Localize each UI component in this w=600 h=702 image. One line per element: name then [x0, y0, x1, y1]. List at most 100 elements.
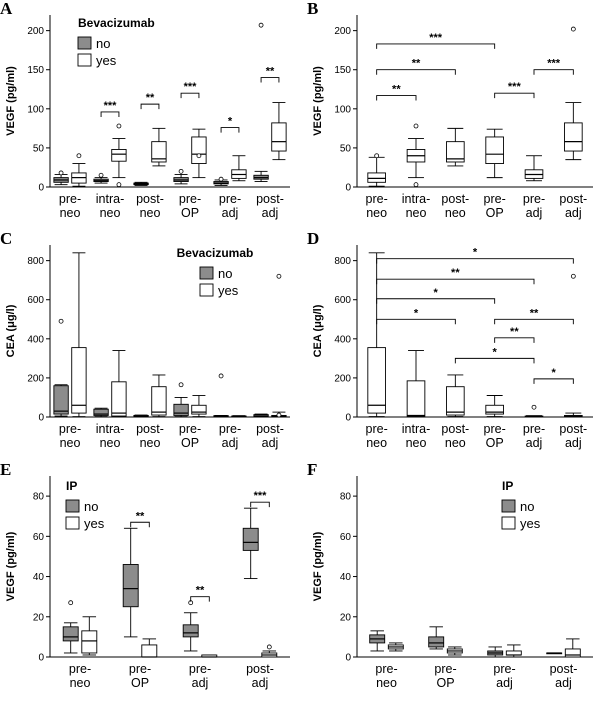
- panel-a-ytick-label: 0: [38, 183, 44, 194]
- panel-f-category-label-part: pre-: [375, 662, 397, 676]
- panel-d-category-label: pre-OP: [484, 422, 506, 450]
- panel-c-category-label: intra-neo: [96, 422, 124, 450]
- panel-a-sig-stars: ***: [184, 81, 198, 93]
- panel-a-category-label-part: pre-: [59, 192, 81, 206]
- panel-c-category-label: post-adj: [256, 422, 284, 450]
- panel-d-sig-stars: *: [493, 346, 498, 358]
- panel-b-sig-stars: **: [392, 84, 401, 96]
- panel-b-box: [564, 122, 583, 152]
- panel-c-category-label-part: neo: [100, 436, 121, 450]
- panel-a-category-label-part: intra-: [96, 192, 124, 206]
- panel-b-category-label: pre-neo: [366, 192, 388, 220]
- panel-a-sig-bracket: [140, 103, 160, 110]
- panel-f-box: [428, 636, 445, 648]
- panel-a-sig-stars: *: [228, 116, 233, 128]
- panel-a-ytick-label: 150: [27, 65, 44, 76]
- panel-c-category-label-part: neo: [140, 436, 161, 450]
- panel-b-category-label-part: pre-: [484, 192, 506, 206]
- panel-c-ytick-label: 400: [27, 334, 44, 345]
- panel-e-sig-bracket: [250, 501, 270, 508]
- panel-e-category-label-part: neo: [70, 676, 91, 690]
- panel-f-ytick-label: 20: [340, 612, 352, 623]
- panel-a-sig-bracket: [180, 92, 200, 99]
- panel-c-category-label-part: post-: [136, 422, 164, 436]
- panel-e-category-label-part: OP: [131, 676, 149, 690]
- panel-f-category-label: pre-neo: [375, 662, 397, 690]
- panel-d-box: [406, 380, 426, 417]
- panel-d-category-label-part: intra-: [402, 422, 430, 436]
- panel-f-ytick-label: 0: [345, 653, 351, 664]
- panel-f-y-axis-label: VEGF (pg/ml): [312, 531, 324, 601]
- panel-f-ytick-label: 60: [340, 532, 352, 543]
- panel-a-category-label-part: OP: [181, 206, 199, 220]
- panel-a-category-label-part: adj: [262, 206, 279, 220]
- panel-a-legend-swatch: [77, 36, 92, 50]
- panel-b-category-label-part: adj: [565, 206, 582, 220]
- panel-a-outlier: [98, 172, 104, 178]
- panel-d-category-label-part: neo: [406, 436, 427, 450]
- panel-b-sig-bracket: [376, 43, 496, 49]
- panel-b-category-label-part: post-: [559, 192, 587, 206]
- panel-b-sig-stars: **: [412, 58, 421, 70]
- panel-c-category-label: pre-neo: [59, 422, 81, 450]
- panel-e-box: [141, 644, 158, 658]
- panel-c-legend-title: Bevacizumab: [177, 246, 254, 260]
- panel-b-category-label-part: pre-: [366, 192, 388, 206]
- panel-d-outlier: [531, 404, 537, 410]
- panel-c-letter: C: [0, 229, 12, 248]
- panel-b-category-label-part: intra-: [402, 192, 430, 206]
- panel-f-box: [564, 648, 581, 658]
- panel-d-sig-stars: *: [414, 307, 419, 319]
- panel-b-outlier: [570, 26, 576, 32]
- panel-c-category-label: pre-adj: [219, 422, 241, 450]
- panel-f-box: [505, 650, 522, 656]
- panel-a-outlier: [116, 182, 122, 188]
- panel-b-box: [367, 172, 386, 183]
- panel-e-sig-stars: ***: [254, 490, 268, 502]
- panel-f-category-label-part: adj: [555, 676, 572, 690]
- panel-a-outlier: [178, 168, 184, 174]
- panel-e-ytick-label: 60: [33, 532, 45, 543]
- panel-d-category-label: intra-neo: [402, 422, 430, 450]
- panel-a-category-label-part: pre-: [219, 192, 241, 206]
- panel-f-legend-label: yes: [520, 516, 541, 531]
- panel-d-sig-stars: **: [451, 267, 460, 279]
- panel-f-category-label: post-adj: [550, 662, 578, 690]
- panel-d-sig-bracket: [376, 278, 535, 285]
- panel-e-category-label: pre-neo: [69, 662, 91, 690]
- panel-b-ytick-label: 150: [334, 65, 351, 76]
- panel-b-category-label: post-adj: [559, 192, 587, 220]
- panel-b-ytick-label: 100: [334, 104, 351, 115]
- panel-c-category-label-part: pre-: [219, 422, 241, 436]
- panel-d-category-label-part: adj: [526, 436, 543, 450]
- panel-f-category-label-part: post-: [550, 662, 578, 676]
- panel-b-sig-stars: ***: [508, 81, 522, 93]
- panel-d-category-label-part: neo: [445, 436, 466, 450]
- panel-b-sig-bracket: [533, 69, 574, 75]
- panel-a-legend-label: yes: [96, 53, 117, 68]
- panel-d-sig-bracket: [376, 298, 496, 304]
- panel-c-box: [151, 386, 167, 416]
- panel-b-sig-bracket: [494, 92, 535, 99]
- panel-d-sig-stars: *: [552, 367, 557, 379]
- panel-d-sig-bracket: [376, 318, 456, 325]
- panel-b-sig-stars: ***: [547, 58, 561, 70]
- panel-d-category-label-part: pre-: [366, 422, 388, 436]
- panel-b-ytick-label: 0: [345, 183, 351, 194]
- panel-e-legend-title: IP: [66, 479, 77, 493]
- panel-b-category-label-part: adj: [526, 206, 543, 220]
- panel-f-category-label-part: OP: [436, 676, 454, 690]
- panel-c-category-label: post-neo: [136, 422, 164, 450]
- panel-a-category-label-part: adj: [222, 206, 239, 220]
- panel-e-sig-bracket: [190, 596, 210, 602]
- panel-f-category-label-part: neo: [376, 676, 397, 690]
- panel-d-category-label-part: neo: [366, 436, 387, 450]
- panel-c-outlier: [218, 373, 224, 379]
- panel-a-outlier: [196, 153, 202, 159]
- panel-d-category-label-part: pre-: [484, 422, 506, 436]
- panel-c-box: [173, 403, 189, 416]
- panel-e-box: [81, 630, 98, 654]
- panel-c-outlier: [276, 412, 282, 418]
- panel-f-legend-title: IP: [502, 479, 513, 493]
- panel-d-outlier: [570, 273, 576, 279]
